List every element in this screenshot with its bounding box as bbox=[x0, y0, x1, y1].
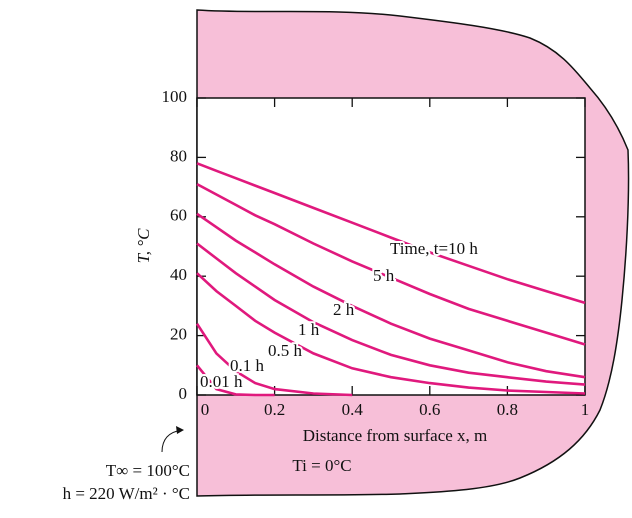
x-tick-label: 0.2 bbox=[264, 400, 285, 419]
curve-label: 2 h bbox=[333, 300, 355, 319]
curve-label: Time, t=10 h bbox=[390, 239, 478, 258]
y-axis-label: T, °C bbox=[134, 228, 153, 263]
curve bbox=[195, 322, 353, 397]
curve bbox=[196, 162, 586, 305]
arrow bbox=[161, 429, 183, 453]
annotation: T∞ = 100°C bbox=[106, 461, 190, 480]
y-tick-label: 0 bbox=[179, 384, 188, 403]
curve bbox=[196, 272, 586, 395]
curve bbox=[195, 364, 275, 397]
curve-label: 0.01 h bbox=[200, 372, 243, 391]
curve bbox=[196, 182, 586, 346]
y-tick-label: 60 bbox=[170, 206, 187, 225]
arrow-head bbox=[176, 426, 184, 434]
curve-label: 0.1 h bbox=[230, 356, 265, 375]
annotation: Ti = 0°C bbox=[292, 456, 351, 475]
curve-label: 5 h bbox=[373, 266, 395, 285]
x-tick-label: 0.8 bbox=[497, 400, 518, 419]
curve bbox=[196, 212, 586, 379]
curve-label: 1 h bbox=[298, 320, 320, 339]
x-tick-label: 0.4 bbox=[342, 400, 364, 419]
y-tick-label: 20 bbox=[170, 325, 187, 344]
x-tick-label: 0.6 bbox=[419, 400, 440, 419]
x-tick-label: 0 bbox=[201, 400, 210, 419]
plot-area bbox=[196, 97, 586, 396]
y-tick-label: 80 bbox=[170, 146, 187, 165]
x-axis-label: Distance from surface x, m bbox=[303, 426, 488, 445]
y-tick-label: 100 bbox=[162, 87, 188, 106]
curve bbox=[196, 242, 586, 386]
x-tick-label: 1 bbox=[581, 400, 590, 419]
annotation: h = 220 W/m² · °C bbox=[63, 484, 190, 503]
curve-label: 0.5 h bbox=[268, 341, 303, 360]
y-tick-label: 40 bbox=[170, 265, 187, 284]
